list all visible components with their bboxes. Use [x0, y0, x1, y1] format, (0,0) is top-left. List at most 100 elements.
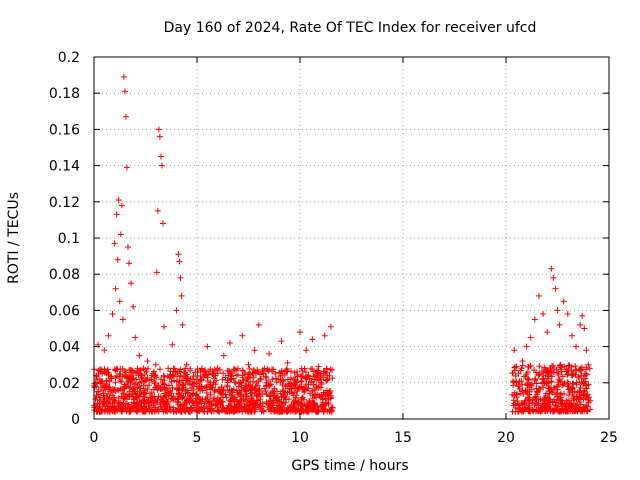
- data-point: [109, 311, 116, 318]
- data-point: [298, 378, 305, 385]
- data-point: [163, 400, 170, 407]
- data-point: [283, 365, 290, 372]
- data-point: [551, 407, 558, 414]
- data-point: [523, 371, 530, 378]
- data-point: [133, 408, 140, 415]
- data-point: [535, 385, 542, 392]
- data-point: [192, 369, 199, 376]
- data-point: [233, 387, 240, 394]
- data-point: [161, 323, 168, 330]
- data-point: [126, 405, 133, 412]
- data-point: [556, 321, 563, 328]
- data-point: [174, 398, 181, 405]
- data-point: [323, 369, 330, 376]
- data-point: [97, 394, 104, 401]
- data-point: [237, 404, 244, 411]
- data-point: [187, 392, 194, 399]
- data-point: [583, 407, 590, 414]
- data-point: [204, 343, 211, 350]
- data-point: [101, 398, 108, 405]
- data-point: [230, 375, 237, 382]
- data-point: [210, 397, 217, 404]
- data-point: [245, 371, 252, 378]
- data-point: [266, 400, 273, 407]
- data-point: [320, 368, 327, 375]
- data-point: [157, 401, 164, 408]
- data-point: [303, 347, 310, 354]
- data-point: [121, 395, 128, 402]
- data-point: [517, 367, 524, 374]
- data-point: [245, 408, 252, 415]
- data-point: [304, 373, 311, 380]
- y-axis-label: ROTI / TECUs: [6, 192, 22, 284]
- data-point: [519, 400, 526, 407]
- data-point: [265, 377, 272, 384]
- data-point: [108, 405, 115, 412]
- data-point: [576, 394, 583, 401]
- data-point: [510, 397, 517, 404]
- data-point: [140, 365, 147, 372]
- data-point: [245, 401, 252, 408]
- data-point: [572, 363, 579, 370]
- data-point: [310, 406, 317, 413]
- data-point: [309, 405, 316, 412]
- data-point: [540, 311, 547, 318]
- data-point: [176, 368, 183, 375]
- data-point: [302, 369, 309, 376]
- data-point: [573, 396, 580, 403]
- data-point: [155, 382, 162, 389]
- data-point: [218, 407, 225, 414]
- x-tick-label: 20: [497, 430, 515, 446]
- data-point: [292, 394, 299, 401]
- data-point: [214, 365, 221, 372]
- data-point: [287, 368, 294, 375]
- data-point: [97, 400, 104, 407]
- data-point: [164, 389, 171, 396]
- data-point: [109, 392, 116, 399]
- data-point: [284, 359, 291, 366]
- data-point: [224, 405, 231, 412]
- data-point: [153, 269, 160, 276]
- data-point: [233, 398, 240, 405]
- data-point: [177, 393, 184, 400]
- data-point: [249, 384, 256, 391]
- data-point: [324, 399, 331, 406]
- data-point: [177, 379, 184, 386]
- data-point: [212, 400, 219, 407]
- data-point: [259, 400, 266, 407]
- data-point: [326, 388, 333, 395]
- y-tick-label: 0.04: [49, 340, 80, 356]
- data-point: [255, 321, 262, 328]
- y-tick-label: 0.2: [58, 50, 80, 66]
- data-point: [187, 407, 194, 414]
- data-point: [327, 323, 334, 330]
- data-point: [291, 402, 298, 409]
- data-point: [117, 385, 124, 392]
- data-point: [118, 202, 125, 209]
- data-point: [542, 403, 549, 410]
- data-point: [148, 372, 155, 379]
- data-point: [215, 408, 222, 415]
- data-point: [257, 376, 264, 383]
- data-point: [106, 400, 113, 407]
- data-point: [310, 368, 317, 375]
- data-point: [152, 404, 159, 411]
- data-point: [257, 393, 264, 400]
- data-point: [148, 376, 155, 383]
- data-point: [543, 390, 550, 397]
- data-point: [539, 379, 546, 386]
- data-point: [575, 373, 582, 380]
- data-point: [294, 385, 301, 392]
- data-point: [564, 371, 571, 378]
- data-point: [204, 378, 211, 385]
- data-point: [547, 368, 554, 375]
- data-point: [250, 374, 257, 381]
- data-point: [260, 408, 267, 415]
- data-point: [158, 162, 165, 169]
- data-point: [127, 408, 134, 415]
- data-point: [294, 373, 301, 380]
- y-tick-label: 0.02: [49, 376, 80, 392]
- data-point: [554, 370, 561, 377]
- data-point: [271, 397, 278, 404]
- data-point: [262, 373, 269, 380]
